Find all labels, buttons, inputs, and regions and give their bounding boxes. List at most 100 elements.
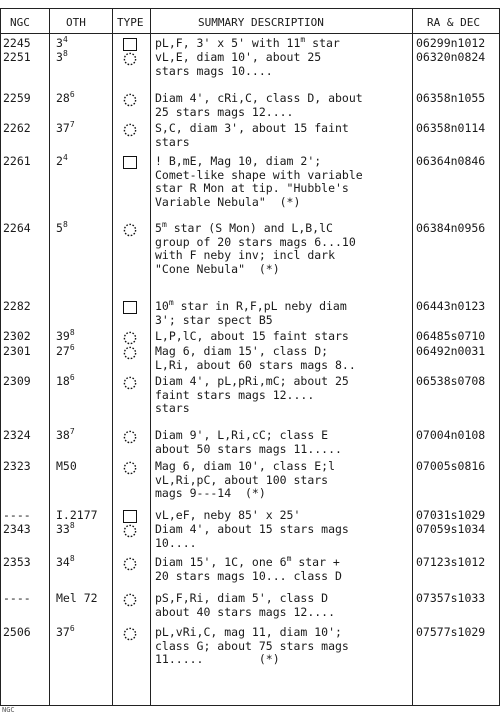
other-designation-base: 37: [56, 121, 70, 135]
description-text: L,P,lC, about 15 faint stars: [155, 329, 349, 343]
open-cluster-icon: [123, 627, 137, 641]
summary-description: Diam 4', pL,pRi,mC; about 25 faint stars…: [155, 374, 411, 416]
description-text: Mag 6, diam 15', class D; L,Ri, about 60…: [155, 344, 356, 372]
ngc-number: 2343: [3, 522, 31, 536]
other-designation: 338: [56, 521, 108, 537]
other-designation-base: 33: [56, 522, 70, 536]
summary-description: Mag 6, diam 15', class D; L,Ri, about 60…: [155, 344, 411, 372]
ra-dec: 06443n0123: [416, 299, 486, 313]
summary-description: L,P,lC, about 15 faint stars: [155, 329, 411, 344]
ngc-number: 2353: [3, 555, 31, 569]
open-cluster-icon: [123, 524, 137, 538]
summary-description: Diam 4', cRi,C, class D, about 25 stars …: [155, 91, 411, 119]
header-ra-dec: RA & DEC: [427, 16, 480, 29]
ngc-number: 2245: [3, 36, 31, 50]
table-bottom-rule: [0, 705, 500, 706]
ngc-number: 2262: [3, 121, 31, 135]
column-rule-desc-ra: [412, 8, 413, 706]
description-text: Diam 9', L,Ri,cC; class E about 50 stars…: [155, 428, 342, 456]
other-designation-base: 3: [56, 36, 63, 50]
ra-dec: 07005s0816: [416, 459, 486, 473]
description-text: Diam 4', cRi,C, class D, about 25 stars …: [155, 91, 363, 119]
description-text: 5: [155, 221, 162, 235]
description-text: star in R,F,pL neby diam 3'; star spect …: [155, 299, 347, 327]
ngc-number: 2309: [3, 374, 31, 388]
summary-description: 10m star in R,F,pL neby diam 3'; star sp…: [155, 298, 411, 327]
page-footer: NGC: [2, 706, 15, 714]
description-text: Mag 6, diam 10', class E;l vL,Ri,pC, abo…: [155, 459, 336, 501]
ngc-number: 2251: [3, 50, 31, 64]
other-designation-superscript: 8: [69, 554, 75, 563]
other-designation-base: 38: [56, 428, 70, 442]
open-cluster-icon: [123, 93, 137, 107]
open-cluster-icon: [123, 331, 137, 345]
other-designation: 387: [56, 428, 108, 443]
ra-dec: 06485s0710: [416, 329, 486, 343]
other-designation-superscript: 8: [62, 49, 68, 58]
other-designation: 24: [56, 153, 108, 169]
ngc-number: ----: [3, 508, 31, 522]
magnitude-superscript: m: [168, 298, 174, 307]
other-designation: 286: [56, 91, 108, 106]
ngc-number: 2259: [3, 91, 31, 105]
other-designation: 34: [56, 35, 108, 51]
other-designation-base: M50: [56, 459, 77, 473]
other-designation: 377: [56, 121, 108, 136]
summary-description: pL,F, 3' x 5' with 11m star: [155, 35, 411, 51]
ngc-number: 2323: [3, 459, 31, 473]
other-designation-base: 34: [56, 555, 70, 569]
summary-description: Diam 15', 1C, one 6m star + 20 stars mag…: [155, 555, 411, 583]
description-text: pL,vRi,C, mag 11, diam 10'; class G; abo…: [155, 625, 349, 667]
summary-description: 5m star (S Mon) and L,B,lC group of 20 s…: [155, 220, 411, 276]
header-ngc: NGC: [10, 16, 30, 29]
header-bottom-rule: [0, 33, 500, 34]
header-type: TYPE: [117, 16, 144, 29]
other-designation-superscript: 8: [69, 521, 75, 530]
description-text: vL,eF, neby 85' x 25': [155, 508, 301, 522]
magnitude-superscript: m: [161, 220, 167, 229]
summary-description: S,C, diam 3', about 15 faint stars: [155, 121, 411, 149]
ngc-number: 2302: [3, 329, 31, 343]
summary-description: pS,F,Ri, diam 5', class D about 40 stars…: [155, 591, 411, 619]
other-designation-superscript: 4: [62, 35, 68, 44]
other-designation-superscript: 8: [62, 220, 68, 229]
ngc-number: 2261: [3, 154, 31, 168]
column-rule-type-desc: [150, 8, 151, 706]
description-text: star: [305, 36, 340, 50]
column-rule-ngc-oth: [49, 8, 50, 706]
summary-description: Diam 4', about 15 stars mags 10....: [155, 522, 411, 550]
summary-description: pL,vRi,C, mag 11, diam 10'; class G; abo…: [155, 625, 411, 667]
summary-description: ! B,mE, Mag 10, diam 2'; Comet-like shap…: [155, 154, 411, 209]
other-designation-base: 28: [56, 91, 70, 105]
description-text: Diam 4', about 15 stars mags 10....: [155, 522, 349, 550]
other-designation-base: 5: [56, 221, 63, 235]
description-text: Diam 15', 1C, one 6: [155, 555, 287, 569]
ngc-number: 2264: [3, 221, 31, 235]
other-designation: 186: [56, 374, 108, 389]
other-designation-superscript: 6: [69, 624, 75, 633]
other-designation-base: I.2177: [56, 508, 98, 522]
ngc-number: 2324: [3, 428, 31, 442]
other-designation-base: 3: [56, 50, 63, 64]
magnitude-superscript: m: [300, 35, 306, 44]
open-cluster-icon: [123, 593, 137, 607]
other-designation-superscript: 4: [62, 153, 68, 162]
ra-dec: 07031s1029: [416, 508, 486, 522]
ra-dec: 06384n0956: [416, 221, 486, 235]
description-text: pL,F, 3' x 5' with 11: [155, 36, 301, 50]
other-designation-base: Mel 72: [56, 591, 98, 605]
diffuse-nebula-icon: [123, 156, 137, 169]
other-designation-base: 39: [56, 329, 70, 343]
other-designation-base: 2: [56, 154, 63, 168]
description-text: Diam 4', pL,pRi,mC; about 25 faint stars…: [155, 374, 349, 416]
other-designation: 276: [56, 344, 108, 359]
ngc-number: 2301: [3, 344, 31, 358]
other-designation-base: 18: [56, 374, 70, 388]
ngc-number: ----: [3, 591, 31, 605]
ra-dec: 07123s1012: [416, 555, 486, 569]
other-designation-superscript: 8: [69, 328, 75, 337]
other-designation: 376: [56, 624, 108, 640]
header-oth: OTH: [66, 16, 86, 29]
summary-description: vL,E, diam 10', about 25 stars mags 10..…: [155, 50, 411, 78]
